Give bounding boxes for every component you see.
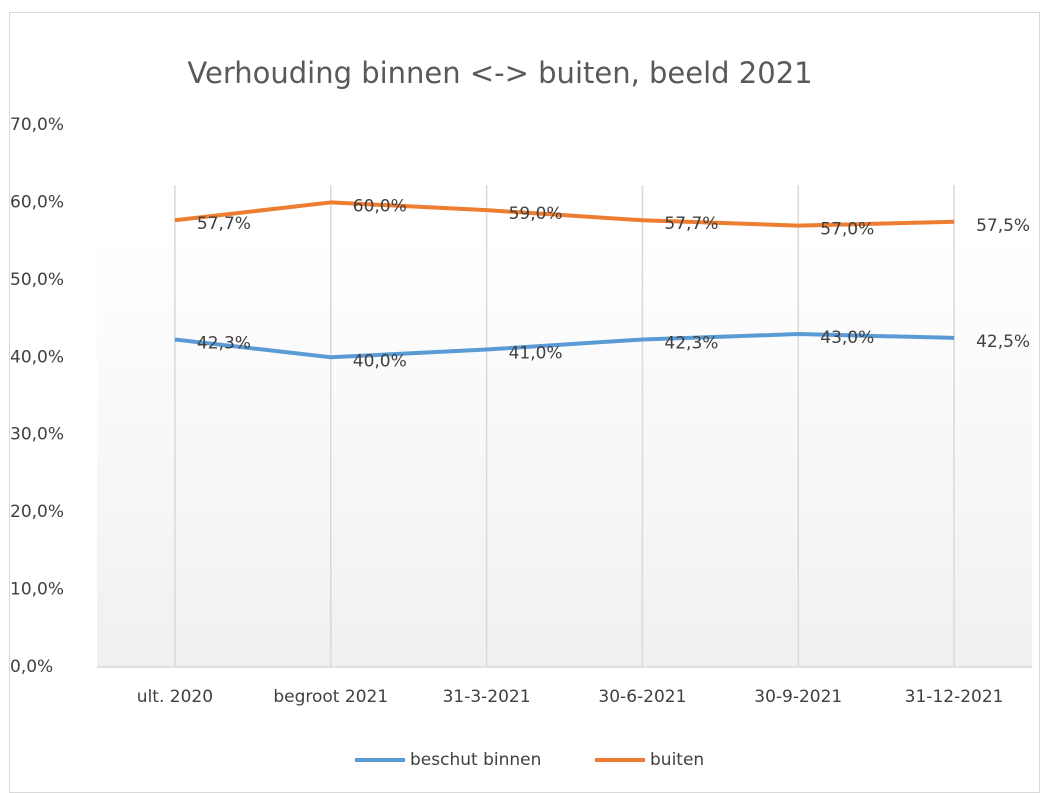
y-tick-label: 50,0% (10, 270, 64, 290)
data-label: 42,5% (976, 332, 1030, 352)
y-tick-label: 70,0% (10, 115, 64, 135)
data-label: 43,0% (820, 328, 874, 348)
x-tick-label: 31-3-2021 (443, 687, 531, 707)
y-tick-label: 10,0% (10, 580, 64, 600)
x-tick-label: begroot 2021 (273, 687, 388, 707)
data-label: 57,7% (664, 214, 718, 234)
legend-label: buiten (650, 750, 704, 770)
x-tick-label: 31-12-2021 (905, 687, 1004, 707)
chart-title: Verhouding binnen <-> buiten, beeld 2021 (187, 56, 812, 90)
data-label: 42,3% (664, 333, 718, 353)
data-label: 40,0% (353, 351, 407, 371)
y-tick-label: 20,0% (10, 502, 64, 522)
y-tick-label: 40,0% (10, 347, 64, 367)
plot-background (97, 240, 1032, 667)
y-tick-label: 60,0% (10, 192, 64, 212)
data-label: 57,7% (197, 214, 251, 234)
x-tick-label: ult. 2020 (137, 687, 213, 707)
data-label: 60,0% (353, 196, 407, 216)
series-line (174, 332, 955, 360)
x-tick-label: 30-9-2021 (754, 687, 842, 707)
legend-label: beschut binnen (410, 750, 541, 770)
data-label: 42,3% (197, 333, 251, 353)
series-line (174, 200, 955, 228)
data-label: 57,0% (820, 220, 874, 240)
data-label: 59,0% (509, 204, 563, 224)
data-label: 57,5% (976, 216, 1030, 236)
y-tick-label: 30,0% (10, 425, 64, 445)
y-tick-label: 0,0% (10, 657, 53, 677)
data-label: 41,0% (509, 344, 563, 364)
x-tick-label: 30-6-2021 (598, 687, 686, 707)
